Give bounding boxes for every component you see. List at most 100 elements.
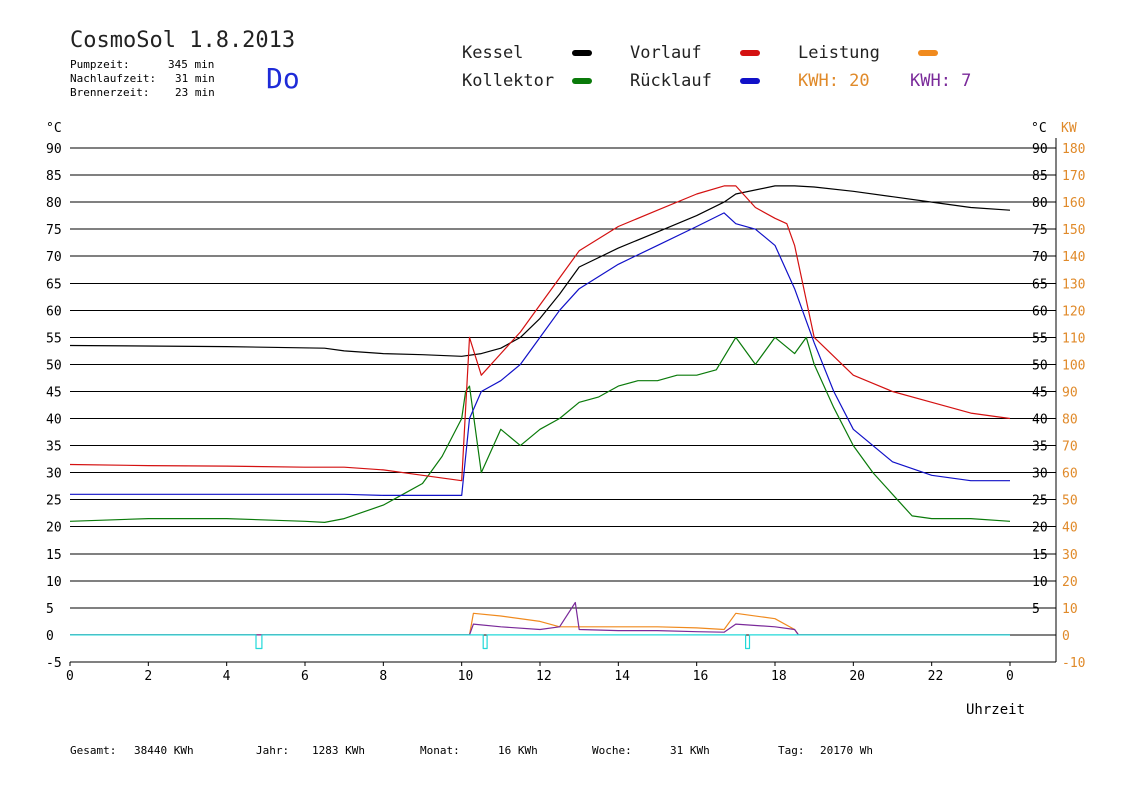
kw-tick-label: 120 bbox=[1062, 304, 1085, 319]
y-tick-label-right: 90 bbox=[1032, 142, 1048, 157]
x-tick-label: 16 bbox=[693, 669, 709, 684]
series-line-kwh2 bbox=[70, 601, 1010, 636]
y-tick-label-right: 75 bbox=[1032, 223, 1048, 238]
kw-tick-label: 90 bbox=[1062, 385, 1078, 400]
x-tick-label: 6 bbox=[301, 669, 309, 684]
kw-tick-label: 10 bbox=[1062, 602, 1078, 617]
x-tick-label: 22 bbox=[928, 669, 944, 684]
y-tick-label: 20 bbox=[46, 521, 62, 536]
y-tick-label-right: 40 bbox=[1032, 413, 1048, 428]
kw-tick-label: 40 bbox=[1062, 521, 1078, 536]
chart-grid bbox=[70, 138, 1057, 663]
x-tick-label: 18 bbox=[771, 669, 787, 684]
kw-tick-label: 110 bbox=[1062, 331, 1085, 346]
y-tick-label: 75 bbox=[46, 223, 62, 238]
x-tick-label: 20 bbox=[849, 669, 865, 684]
y-tick-label-right: 35 bbox=[1032, 440, 1048, 455]
y-axis-label-right: °C bbox=[1031, 121, 1047, 136]
kw-tick-label: 60 bbox=[1062, 467, 1078, 482]
y-tick-label-right: 50 bbox=[1032, 358, 1048, 373]
y-tick-label: 30 bbox=[46, 467, 62, 482]
legend-kessel-swatch bbox=[572, 50, 592, 56]
kw-tick-label: 20 bbox=[1062, 575, 1078, 590]
legend-kollektor-swatch bbox=[572, 78, 592, 84]
kw-tick-label: 150 bbox=[1062, 223, 1085, 238]
kw-tick-label: -10 bbox=[1062, 656, 1085, 671]
y-tick-label: 15 bbox=[46, 548, 62, 563]
legend-ruecklauf-swatch bbox=[740, 78, 760, 84]
footer-monat-value: 16 KWh bbox=[498, 744, 538, 757]
kw-tick-label: 160 bbox=[1062, 196, 1085, 211]
series-line-vorlauf bbox=[69, 185, 1011, 482]
legend-kwh-2: KWH: 7 bbox=[910, 71, 972, 91]
footer-gesamt-value: 38440 KWh bbox=[134, 744, 194, 757]
stat-pumpzeit-value: 345 min bbox=[168, 58, 215, 71]
y-tick-label: 35 bbox=[46, 440, 62, 455]
y-tick-label: 90 bbox=[46, 142, 62, 157]
y-tick-label: 60 bbox=[46, 304, 62, 319]
footer-jahr-label: Jahr: bbox=[256, 744, 290, 757]
x-tick-label: 12 bbox=[536, 669, 552, 684]
y-tick-label: 40 bbox=[46, 413, 62, 428]
y-tick-label: 10 bbox=[46, 575, 62, 590]
y-tick-label: 25 bbox=[46, 494, 62, 509]
series-line-kessel bbox=[69, 185, 1011, 357]
footer-tag-label: Tag: bbox=[778, 744, 805, 757]
legend-kessel: Kessel bbox=[462, 43, 524, 63]
y-tick-label-right: 5 bbox=[1032, 602, 1040, 617]
page-title: CosmoSol 1.8.2013 bbox=[70, 28, 296, 53]
x-tick-label: 10 bbox=[458, 669, 474, 684]
chart-series bbox=[69, 185, 1011, 650]
x-tick-label: 8 bbox=[379, 669, 387, 684]
series-line-kollektor bbox=[69, 336, 1011, 524]
footer-gesamt-label: Gesamt: bbox=[70, 744, 117, 757]
y-tick-label: -5 bbox=[46, 656, 62, 671]
footer-woche-value: 31 KWh bbox=[670, 744, 710, 757]
y-tick-label: 70 bbox=[46, 250, 62, 265]
stat-nachlaufzeit-label: Nachlaufzeit: bbox=[70, 72, 157, 85]
y-tick-label: 65 bbox=[46, 277, 62, 292]
kw-tick-label: 30 bbox=[1062, 548, 1078, 563]
y-tick-label-right: 20 bbox=[1032, 521, 1048, 536]
y-tick-label: 45 bbox=[46, 385, 62, 400]
y-tick-label: 0 bbox=[46, 629, 54, 644]
stat-brennerzeit-label: Brennerzeit: bbox=[70, 86, 150, 99]
footer-jahr-value: 1283 KWh bbox=[312, 744, 365, 757]
stat-nachlaufzeit-value: 31 min bbox=[175, 72, 215, 85]
y-tick-label: 85 bbox=[46, 169, 62, 184]
legend-kollektor: Kollektor bbox=[462, 71, 555, 91]
x-tick-label: 0 bbox=[1006, 669, 1014, 684]
y-tick-label-right: 10 bbox=[1032, 575, 1048, 590]
series-line-baseline bbox=[70, 634, 1010, 650]
y-tick-label-right: 45 bbox=[1032, 385, 1048, 400]
y-tick-label: 55 bbox=[46, 331, 62, 346]
kw-tick-label: 130 bbox=[1062, 277, 1085, 292]
y-tick-label-right: 65 bbox=[1032, 277, 1048, 292]
series-line-leistung bbox=[70, 612, 1010, 636]
kw-tick-label: 0 bbox=[1062, 629, 1070, 644]
y-tick-label: 50 bbox=[46, 358, 62, 373]
chart-ticks: -505101520253035404550556065707580859051… bbox=[46, 142, 1085, 684]
legend-ruecklauf: Rücklauf bbox=[630, 71, 712, 91]
stat-brennerzeit-value: 23 min bbox=[175, 86, 215, 99]
y-tick-label: 80 bbox=[46, 196, 62, 211]
y-tick-label-right: 25 bbox=[1032, 494, 1048, 509]
series-line-ruecklauf bbox=[70, 212, 1010, 496]
y-axis-label-kw: KW bbox=[1061, 121, 1077, 136]
y-tick-label-right: 60 bbox=[1032, 304, 1048, 319]
x-tick-label: 4 bbox=[223, 669, 231, 684]
y-tick-label-right: 30 bbox=[1032, 467, 1048, 482]
y-tick-label-right: 55 bbox=[1032, 331, 1048, 346]
kw-tick-label: 140 bbox=[1062, 250, 1085, 265]
y-tick-label: 5 bbox=[46, 602, 54, 617]
y-axis-label-left: °C bbox=[46, 121, 62, 136]
kw-tick-label: 80 bbox=[1062, 413, 1078, 428]
kw-tick-label: 100 bbox=[1062, 358, 1085, 373]
x-tick-label: 2 bbox=[144, 669, 152, 684]
x-tick-label: 14 bbox=[614, 669, 630, 684]
legend-vorlauf: Vorlauf bbox=[630, 43, 702, 63]
footer-monat-label: Monat: bbox=[420, 744, 460, 757]
y-tick-label-right: 80 bbox=[1032, 196, 1048, 211]
y-tick-label-right: 70 bbox=[1032, 250, 1048, 265]
legend-leistung: Leistung bbox=[798, 43, 880, 63]
